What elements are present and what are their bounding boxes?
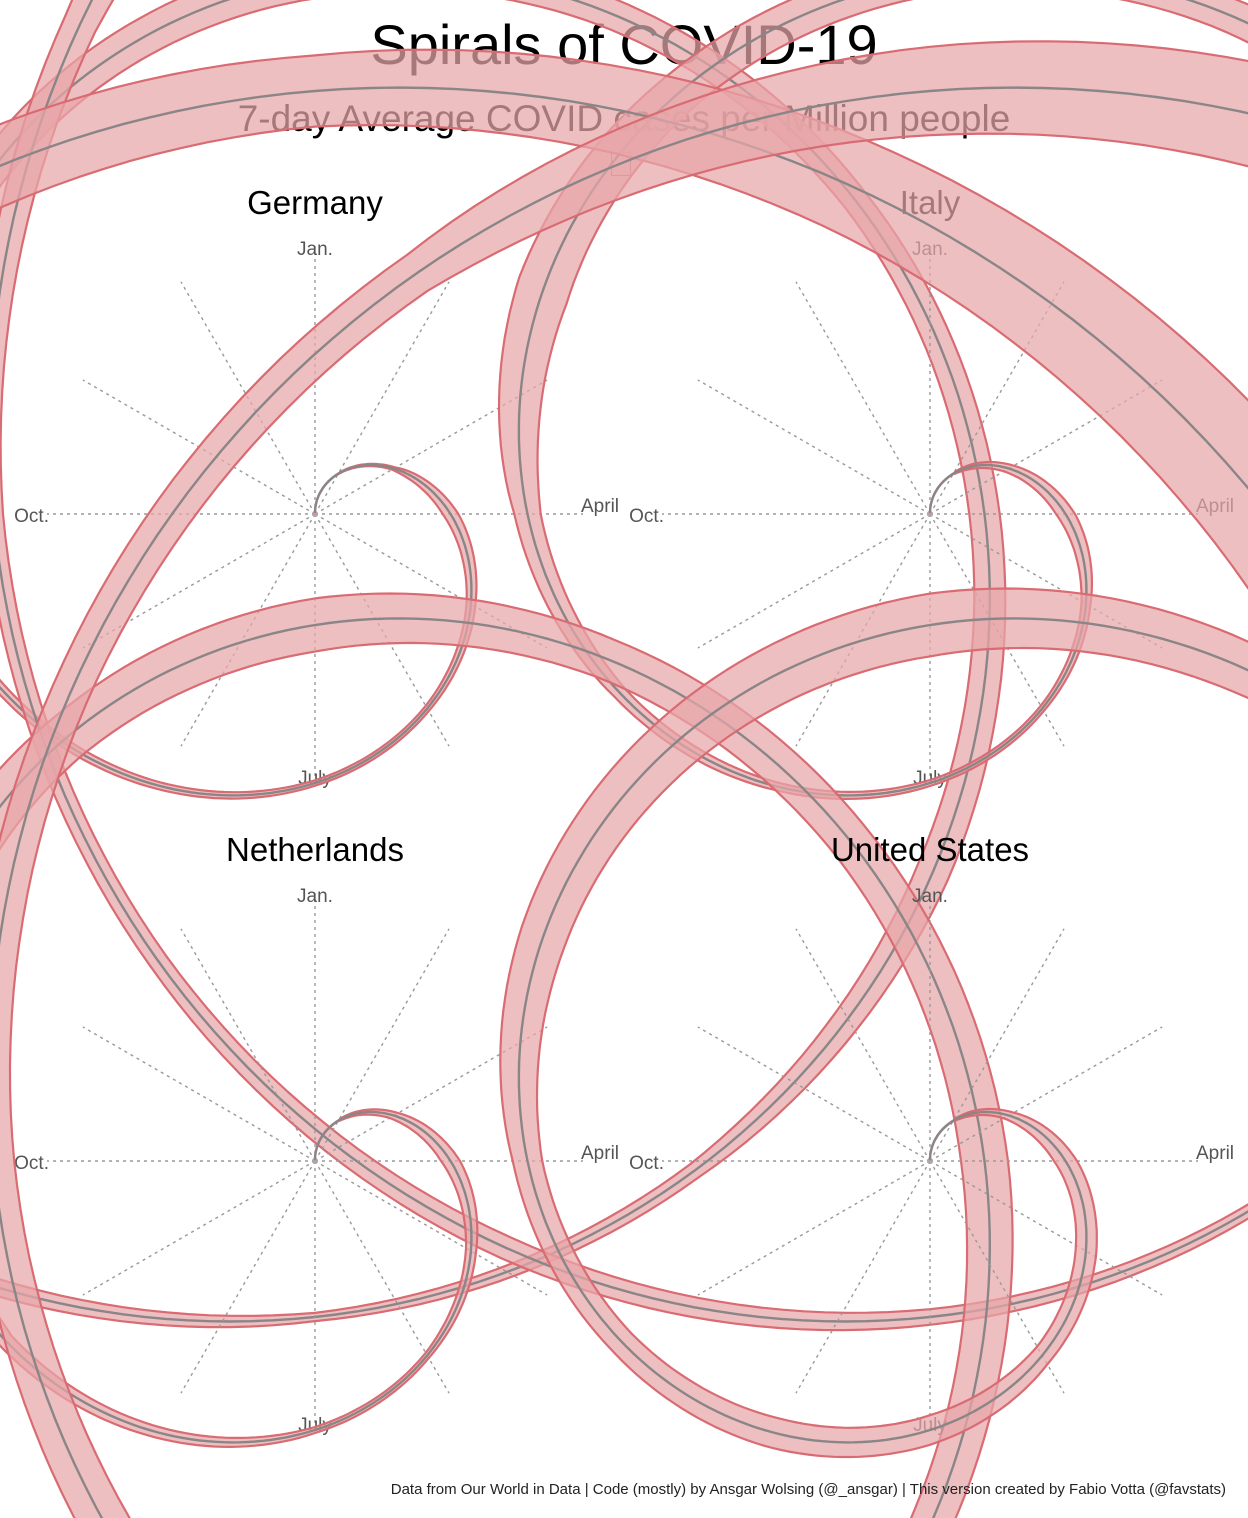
month-spoke [82,513,316,649]
month-spoke [929,1160,1065,1394]
chart-title: Germany [247,184,383,221]
source-caption: Data from Our World in Data | Code (most… [390,1481,1226,1498]
month-label: April [581,1143,619,1164]
month-label: Jan. [297,886,333,907]
month-spoke [697,379,931,515]
month-label: Jan. [912,886,948,907]
case-band [0,0,1248,1332]
month-spoke [795,281,931,515]
month-spoke [929,1026,1163,1162]
time-spiral [0,86,1248,1518]
month-label: Oct. [629,506,664,527]
month-label: Oct. [629,1153,664,1174]
month-spoke [795,928,931,1162]
case-band [0,40,1248,1518]
month-spoke [314,513,548,649]
chart-title: United States [831,831,1029,868]
month-spoke [314,1160,450,1394]
month-spoke [82,1026,316,1162]
time-spiral [0,86,1248,1518]
center-point [312,511,318,517]
month-spoke [697,1026,931,1162]
month-spoke [795,1160,931,1394]
month-label: Oct. [14,506,49,527]
month-spoke [314,379,548,515]
center-point [927,1158,933,1164]
chart-title: Netherlands [226,831,404,868]
month-spoke [180,928,316,1162]
month-spoke [314,928,450,1162]
center-point [312,1158,318,1164]
month-spoke [314,1026,548,1162]
month-spoke [929,513,1163,649]
month-spoke [180,1160,316,1394]
month-spoke [929,379,1163,515]
month-spoke [314,1160,548,1296]
month-label: Jan. [297,239,333,260]
center-point [927,511,933,517]
month-label: April [1196,1143,1234,1164]
month-label: April [581,496,619,517]
month-spoke [82,1160,316,1296]
month-spoke [697,1160,931,1296]
month-spoke [697,513,931,649]
month-label: Oct. [14,1153,49,1174]
month-spoke [929,1160,1163,1296]
